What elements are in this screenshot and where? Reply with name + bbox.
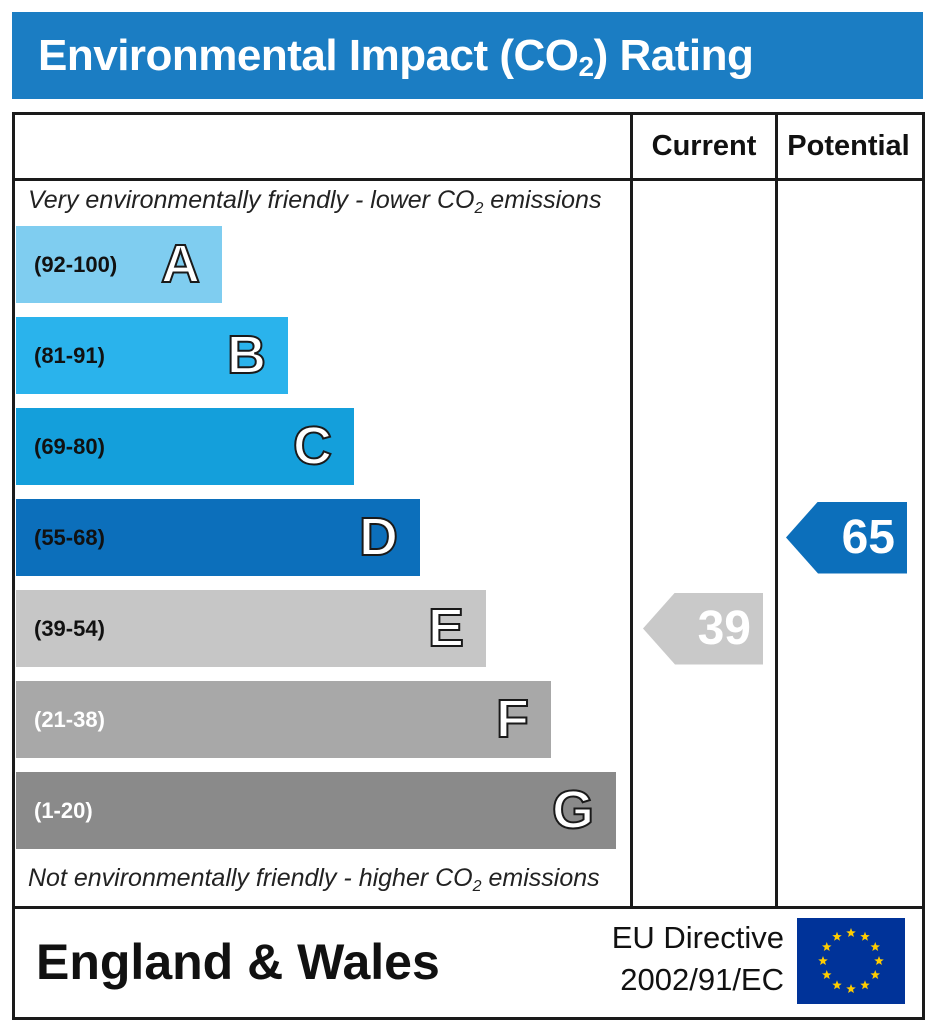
band-range-label: (69-80) — [34, 434, 105, 459]
band-a: (92-100) A — [16, 226, 222, 303]
eu-star-icon — [870, 970, 880, 980]
band-c: (69-80) C — [16, 408, 354, 485]
eu-stars — [818, 928, 884, 994]
directive-line-1: EU Directive — [611, 920, 784, 955]
band-e: (39-54) E — [16, 590, 486, 667]
band-letter: C — [292, 415, 333, 477]
top-note: Very environmentally friendly - lower CO… — [28, 186, 602, 217]
directive-line-2: 2002/91/EC — [620, 962, 784, 997]
eu-star-icon — [860, 980, 870, 990]
eu-star-icon — [832, 931, 842, 941]
current-rating-value: 39 — [697, 601, 751, 655]
eu-star-icon — [860, 931, 870, 941]
eu-star-icon — [870, 942, 880, 952]
eu-star-icon — [822, 970, 832, 980]
potential-rating-value: 65 — [841, 510, 895, 564]
band-b: (81-91) B — [16, 317, 288, 394]
band-g: (1-20) G — [16, 772, 616, 849]
country-label: England & Wales — [36, 934, 440, 990]
band-range-label: (55-68) — [34, 525, 105, 550]
current-column-left-border — [630, 112, 633, 909]
bottom-note: Not environmentally friendly - higher CO… — [28, 864, 600, 895]
band-letter: E — [427, 597, 465, 659]
band-range-label: (1-20) — [34, 798, 93, 823]
current-column-right-border — [775, 112, 778, 909]
band-range-label: (81-91) — [34, 343, 105, 368]
band-range-label: (39-54) — [34, 616, 105, 641]
band-letter: A — [160, 233, 201, 295]
band-letter: G — [551, 779, 595, 841]
eu-star-icon — [846, 984, 856, 994]
current-column-header: Current — [651, 130, 757, 162]
band-range-label: (21-38) — [34, 707, 105, 732]
band-letter: F — [495, 688, 530, 750]
band-d: (55-68) D — [16, 499, 420, 576]
chart-title: Environmental Impact (CO2) Rating — [38, 31, 754, 82]
title-bar: Environmental Impact (CO2) Rating — [12, 12, 923, 99]
eu-star-icon — [846, 928, 856, 938]
eu-star-icon — [818, 956, 828, 966]
footer-divider — [12, 906, 925, 909]
eu-flag-icon — [797, 918, 905, 1004]
band-letter: D — [358, 506, 399, 568]
band-letter: B — [226, 324, 267, 386]
band-f: (21-38) F — [16, 681, 551, 758]
header-divider — [12, 178, 925, 181]
potential-column-header: Potential — [787, 130, 910, 162]
chart-frame — [12, 112, 925, 1020]
eu-star-icon — [822, 942, 832, 952]
eu-star-icon — [832, 980, 842, 990]
band-range-label: (92-100) — [34, 252, 118, 277]
eu-star-icon — [874, 956, 884, 966]
